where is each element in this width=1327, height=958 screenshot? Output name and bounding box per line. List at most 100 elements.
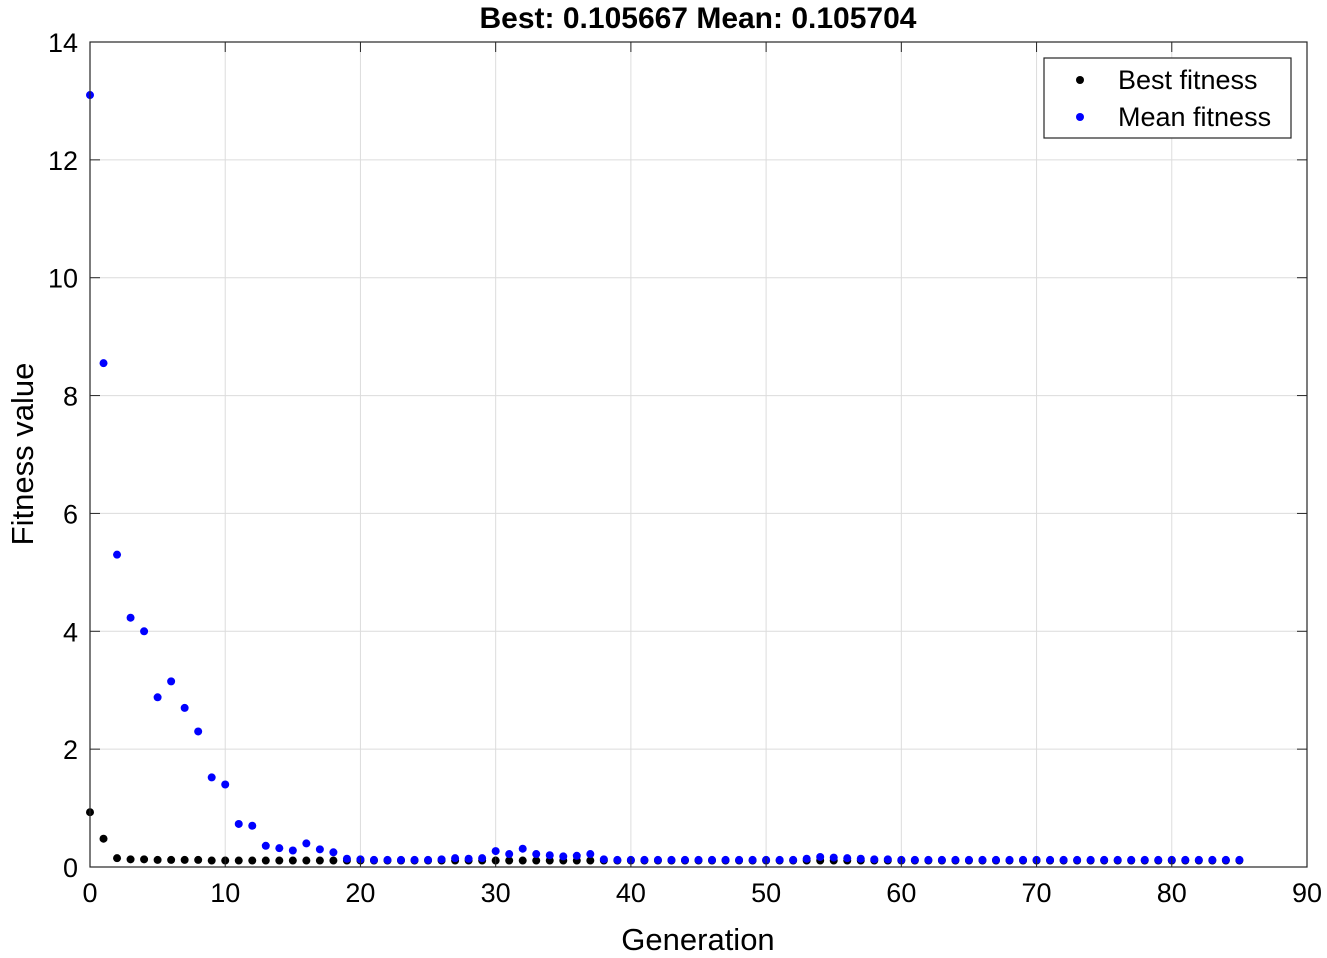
mean-fitness-point [937, 855, 946, 864]
best-fitness-point [99, 834, 108, 843]
x-tick-label: 80 [1157, 878, 1187, 908]
mean-fitness-point [802, 854, 811, 863]
mean-fitness-point [221, 780, 230, 789]
mean-fitness-point [1059, 855, 1068, 864]
mean-fitness-point [870, 855, 879, 864]
y-tick-label: 10 [48, 264, 78, 294]
best-fitness-point [505, 856, 514, 865]
mean-fitness-point [410, 855, 419, 864]
y-tick-label: 12 [48, 146, 78, 176]
mean-fitness-point [721, 855, 730, 864]
mean-fitness-point [775, 855, 784, 864]
mean-fitness-point [288, 846, 297, 855]
mean-fitness-point [708, 855, 717, 864]
x-tick-label: 40 [616, 878, 646, 908]
best-fitness-point [140, 855, 149, 864]
mean-fitness-point [140, 627, 149, 636]
mean-fitness-point [748, 855, 757, 864]
mean-fitness-point [667, 855, 676, 864]
legend: Best fitness Mean fitness [1043, 57, 1292, 139]
mean-fitness-point [924, 855, 933, 864]
axis-ticks: 0 10 20 30 40 50 60 70 80 90 0 2 4 6 8 10 12 14 [48, 28, 1322, 908]
x-tick-label: 90 [1292, 878, 1322, 908]
mean-fitness-point [369, 855, 378, 864]
mean-fitness-point [1127, 855, 1136, 864]
y-tick-label: 8 [63, 382, 78, 412]
mean-fitness-point [1086, 855, 1095, 864]
best-fitness-point [302, 856, 311, 865]
mean-fitness-point [843, 854, 852, 863]
mean-fitness-point [883, 855, 892, 864]
mean-fitness-point [383, 855, 392, 864]
best-fitness-point [532, 856, 541, 865]
mean-fitness-point [978, 855, 987, 864]
mean-fitness-point [437, 855, 446, 864]
mean-fitness-point [572, 851, 581, 860]
best-fitness-point [288, 856, 297, 865]
mean-fitness-point [1073, 855, 1082, 864]
mean-fitness-point [99, 359, 108, 368]
y-tick-label: 4 [63, 617, 78, 647]
x-tick-label: 30 [481, 878, 511, 908]
mean-fitness-point [505, 850, 514, 859]
mean-fitness-point [464, 854, 473, 863]
legend-box [1043, 57, 1292, 139]
mean-fitness-point [207, 773, 216, 782]
best-fitness-point [180, 855, 189, 864]
mean-fitness-point [856, 854, 865, 863]
mean-fitness-point [613, 855, 622, 864]
mean-fitness-point [1019, 855, 1028, 864]
mean-fitness-point [478, 854, 487, 863]
best-fitness-point [113, 854, 122, 863]
mean-fitness-point [559, 852, 568, 861]
best-fitness-point [329, 856, 338, 865]
mean-fitness-point [910, 855, 919, 864]
mean-fitness-point [1140, 855, 1149, 864]
mean-fitness-point [816, 852, 825, 861]
y-tick-label: 0 [63, 853, 78, 883]
mean-fitness-point [315, 845, 324, 854]
mean-fitness-point [599, 855, 608, 864]
x-tick-label: 50 [751, 878, 781, 908]
mean-fitness-point [964, 855, 973, 864]
mean-fitness-point [113, 550, 122, 559]
mean-fitness-point [532, 850, 541, 859]
mean-fitness-point [194, 727, 203, 736]
x-tick-label: 70 [1022, 878, 1052, 908]
mean-fitness-point [167, 677, 176, 686]
mean-fitness-point [1181, 855, 1190, 864]
mean-fitness-point [1100, 855, 1109, 864]
y-axis-label: Fitness value [5, 363, 40, 546]
x-tick-label: 20 [345, 878, 375, 908]
mean-fitness-point [248, 821, 257, 830]
x-axis-label: Generation [621, 922, 774, 957]
mean-fitness-point [951, 855, 960, 864]
mean-fitness-point [586, 850, 595, 859]
best-fitness-point [275, 856, 284, 865]
mean-fitness-point [329, 848, 338, 857]
mean-fitness-point [694, 855, 703, 864]
mean-fitness-point [275, 844, 284, 853]
mean-fitness-point [829, 853, 838, 862]
mean-fitness-point [1194, 855, 1203, 864]
mean-fitness-point [991, 855, 1000, 864]
mean-fitness-point [451, 854, 460, 863]
y-tick-label: 6 [63, 499, 78, 529]
mean-fitness-point [126, 613, 135, 622]
mean-fitness-point [491, 847, 500, 856]
y-tick-label: 2 [63, 735, 78, 765]
best-fitness-point [586, 856, 595, 865]
mean-fitness-point [234, 819, 243, 828]
mean-fitness-point [1235, 855, 1244, 864]
mean-fitness-point [180, 703, 189, 712]
mean-fitness-point [1046, 855, 1055, 864]
mean-fitness-point [1005, 855, 1014, 864]
mean-fitness-point [261, 841, 270, 850]
mean-fitness-point [518, 844, 527, 853]
best-fitness-point [126, 855, 135, 864]
best-fitness-point [248, 856, 257, 865]
best-fitness-point [207, 856, 216, 865]
y-tick-label: 14 [48, 28, 78, 58]
mean-fitness-point [545, 851, 554, 860]
